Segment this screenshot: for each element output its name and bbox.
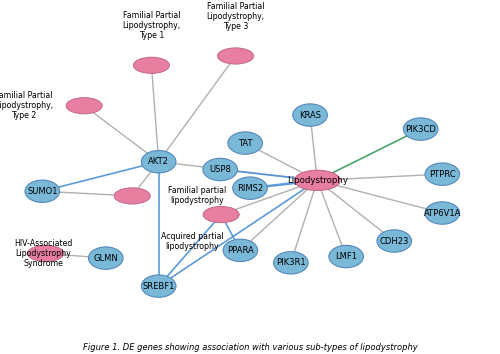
Text: Familial Partial
Lipodystrophy,
Type 2: Familial Partial Lipodystrophy, Type 2 [0,91,53,120]
Circle shape [404,118,438,140]
Ellipse shape [294,170,340,190]
Circle shape [329,245,364,268]
Text: CDH23: CDH23 [380,236,409,246]
Circle shape [142,275,176,297]
Ellipse shape [218,48,254,64]
Circle shape [425,202,460,224]
Text: PPARA: PPARA [227,246,254,255]
Text: TAT: TAT [238,138,252,148]
Text: Figure 1. DE genes showing association with various sub-types of lipodystrophy: Figure 1. DE genes showing association w… [82,343,417,352]
Text: Familial Partial
Lipodystrophy,
Type 3: Familial Partial Lipodystrophy, Type 3 [206,2,264,31]
Text: HIV-Associated
Lipodystrophy
Syndrome: HIV-Associated Lipodystrophy Syndrome [14,239,73,268]
Circle shape [425,163,460,185]
Text: ATP6V1A: ATP6V1A [424,209,461,217]
Circle shape [377,230,412,252]
Circle shape [25,180,59,202]
Text: USP8: USP8 [210,165,231,174]
Circle shape [223,239,258,262]
Circle shape [232,177,268,199]
Ellipse shape [28,245,64,262]
Text: PTPRC: PTPRC [429,170,456,179]
Ellipse shape [203,206,239,223]
Text: Lipodystrophy: Lipodystrophy [287,176,348,185]
Circle shape [203,158,237,181]
Ellipse shape [114,188,150,204]
Circle shape [274,252,308,274]
Circle shape [142,150,176,173]
Text: Familial partial
lipodystrophy: Familial partial lipodystrophy [168,187,226,205]
Ellipse shape [66,98,102,114]
Text: SREBF1: SREBF1 [142,282,175,291]
Text: SUMO1: SUMO1 [27,187,58,196]
Text: LMF1: LMF1 [335,252,357,261]
Ellipse shape [134,57,170,73]
Text: KRAS: KRAS [299,110,321,120]
Circle shape [293,104,328,126]
Text: PIK3R1: PIK3R1 [276,258,306,267]
Text: RIMS2: RIMS2 [237,184,263,193]
Text: Familial Partial
Lipodystrophy,
Type 1: Familial Partial Lipodystrophy, Type 1 [122,11,180,40]
Text: PIK3CD: PIK3CD [405,125,436,133]
Circle shape [88,247,123,269]
Text: AKT2: AKT2 [148,157,169,166]
Text: GLMN: GLMN [94,253,118,263]
Text: Acquired partial
lipodystrophy: Acquired partial lipodystrophy [161,232,224,251]
Circle shape [228,132,262,154]
